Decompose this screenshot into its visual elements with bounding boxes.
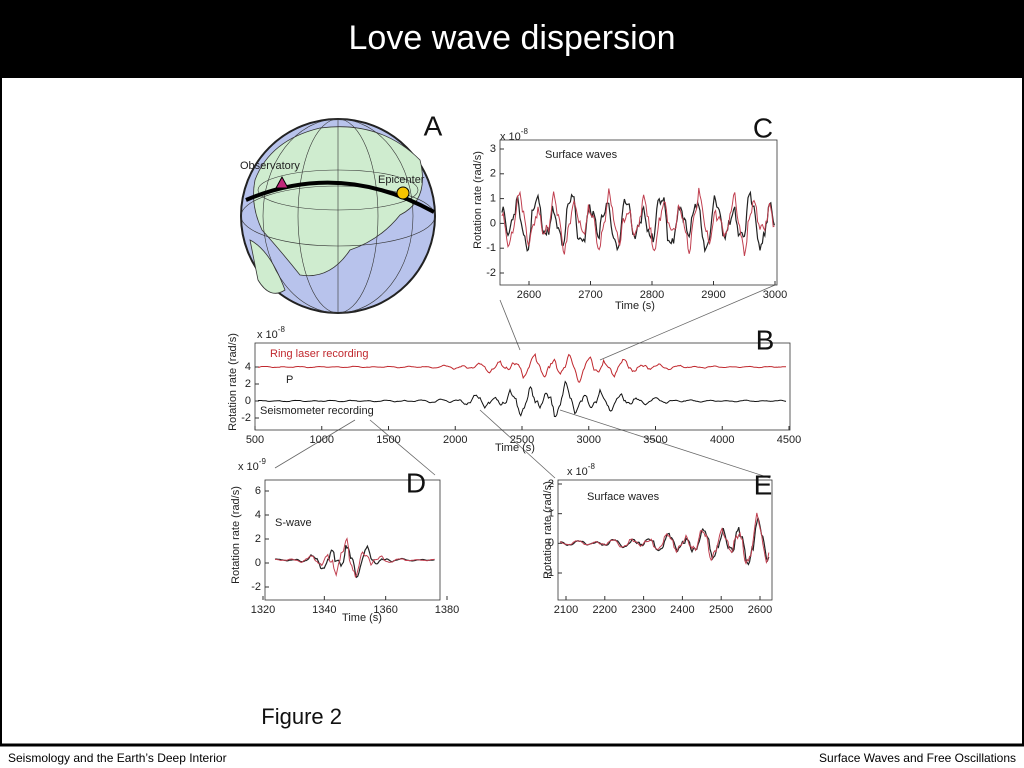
y-tick-label: -2 xyxy=(241,412,251,424)
y-tick-label: -1 xyxy=(544,567,554,579)
slide-title: Love wave dispersion xyxy=(349,19,676,57)
panel-note: Surface waves xyxy=(587,491,660,503)
y-tick-label: 1 xyxy=(490,193,496,205)
y-tick-label: 2 xyxy=(245,378,251,390)
x-tick-label: 4000 xyxy=(710,434,734,446)
connectors xyxy=(274,284,776,479)
x-tick-label: 1360 xyxy=(373,604,397,616)
y-tick-label: -1 xyxy=(486,242,496,254)
observatory-label: Observatory xyxy=(240,160,300,172)
x-axis-label: Time (s) xyxy=(342,612,382,624)
x-tick-label: 2700 xyxy=(578,289,602,301)
panel-label: D xyxy=(406,467,426,498)
waveform xyxy=(274,537,435,579)
x-tick-label: 1320 xyxy=(251,604,275,616)
x-tick-label: 1000 xyxy=(310,434,334,446)
y-tick-label: 0 xyxy=(255,557,261,569)
axis-exponent: -9 xyxy=(259,457,267,466)
x-tick-label: 3500 xyxy=(643,434,667,446)
x-tick-label: 2200 xyxy=(593,604,617,616)
panel-label: B xyxy=(756,324,775,355)
x-tick-label: 2500 xyxy=(709,604,733,616)
x-tick-label: 1380 xyxy=(435,604,459,616)
footer-right: Surface Waves and Free Oscillations xyxy=(819,751,1016,765)
x-tick-label: 4500 xyxy=(777,434,801,446)
panel-note: Surface waves xyxy=(545,149,618,161)
y-tick-label: 0 xyxy=(490,217,496,229)
waveform xyxy=(559,517,770,566)
y-tick-label: -2 xyxy=(251,581,261,593)
axis-exponent: -8 xyxy=(588,462,596,471)
y-axis-label: Rotation rate (rad/s) xyxy=(472,151,484,249)
x-tick-label: 1500 xyxy=(376,434,400,446)
trace-label: Seismometer recording xyxy=(260,405,374,417)
axis-exponent: -8 xyxy=(278,325,286,334)
x-axis-label: Time (s) xyxy=(495,442,535,454)
waveform xyxy=(257,353,786,383)
x-tick-label: 2800 xyxy=(640,289,664,301)
waveform xyxy=(559,512,770,565)
y-tick-label: 0 xyxy=(245,395,251,407)
figure-caption: Figure 2 xyxy=(261,704,342,729)
y-tick-label: 4 xyxy=(245,361,251,373)
x-tick-label: 2400 xyxy=(670,604,694,616)
header-bar xyxy=(0,0,1024,77)
x-tick-label: 2900 xyxy=(701,289,725,301)
x-tick-label: 2000 xyxy=(443,434,467,446)
y-tick-label: -2 xyxy=(486,267,496,279)
footer-left: Seismology and the Earth’s Deep Interior xyxy=(8,751,227,765)
x-tick-label: 500 xyxy=(246,434,264,446)
y-axis-label: Rotation rate (rad/s) xyxy=(230,486,242,584)
axis-exponent: -8 xyxy=(521,127,529,136)
y-tick-label: 0 xyxy=(548,537,554,549)
x-tick-label: 2600 xyxy=(517,289,541,301)
p-marker: P xyxy=(286,374,293,386)
x-tick-label: 1340 xyxy=(312,604,336,616)
y-tick-label: 2 xyxy=(255,533,261,545)
x-tick-label: 3000 xyxy=(577,434,601,446)
panel-note: S-wave xyxy=(275,517,312,529)
globe xyxy=(240,118,436,314)
panel-label: C xyxy=(753,112,773,143)
y-axis-label: Rotation rate (rad/s) xyxy=(227,333,239,431)
plot-frame xyxy=(557,479,773,601)
x-tick-label: 2500 xyxy=(510,434,534,446)
plot-frame xyxy=(499,139,778,286)
trace-label: Ring laser recording xyxy=(270,348,368,360)
y-tick-label: 3 xyxy=(490,143,496,155)
y-tick-label: 2 xyxy=(548,478,554,490)
x-tick-label: 2100 xyxy=(554,604,578,616)
y-tick-label: 4 xyxy=(255,509,261,521)
y-axis-label: Rotation rate (rad/s) xyxy=(542,481,554,579)
x-tick-label: 3000 xyxy=(763,289,787,301)
panel-label: A xyxy=(424,110,443,141)
x-axis-label: Time (s) xyxy=(615,300,655,312)
x-tick-label: 2300 xyxy=(631,604,655,616)
waveform xyxy=(501,187,775,256)
y-tick-label: 6 xyxy=(255,485,261,497)
x-tick-label: 2600 xyxy=(748,604,772,616)
waveform xyxy=(257,380,787,418)
y-tick-label: 2 xyxy=(490,168,496,180)
plot-frame xyxy=(264,479,441,601)
panel-label: E xyxy=(754,469,773,500)
epicenter-label: Epicenter xyxy=(378,174,425,186)
y-tick-label: 1 xyxy=(548,508,554,520)
